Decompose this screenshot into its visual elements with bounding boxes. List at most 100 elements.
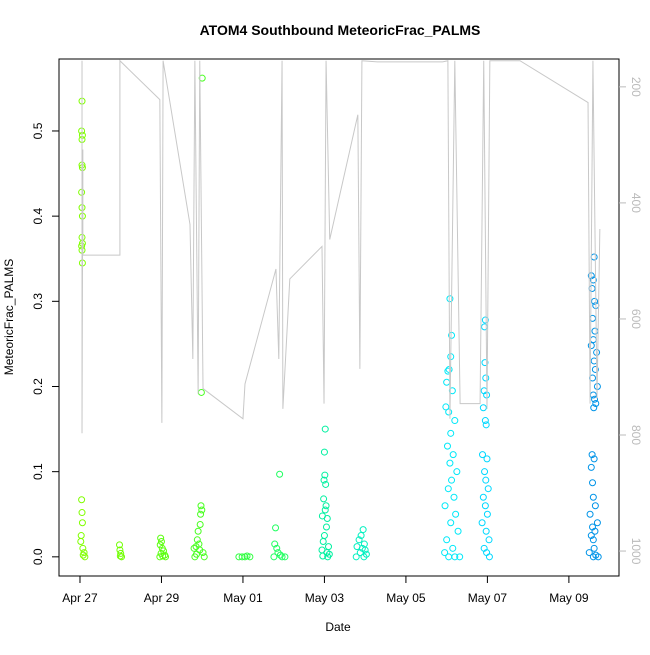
point [481,468,489,476]
point [481,359,489,367]
point [159,552,167,560]
point [587,532,595,540]
chart-title: ATOM4 Southbound MeteoricFrac_PALMS [200,22,481,38]
y2-tick-label: 400 [629,193,643,213]
point [449,544,457,552]
point [156,541,164,549]
point [193,536,201,544]
point [481,316,489,324]
point [442,403,450,411]
point [273,544,281,552]
point [78,519,86,527]
point [590,404,598,412]
point [117,549,125,557]
point [585,549,593,557]
point [448,476,456,484]
point [319,552,327,560]
y-tick-label: 0.2 [31,378,45,395]
point [593,519,601,527]
point [322,480,330,488]
point [591,365,599,373]
point [355,536,363,544]
point [589,553,597,561]
y-tick-label: 0.4 [31,207,45,224]
point [352,553,360,561]
point [116,552,124,560]
point [453,468,461,476]
x-tick-label: May 03 [305,591,345,605]
point [591,395,599,403]
point [238,553,246,561]
point [443,442,451,450]
point [479,451,487,459]
point [485,553,493,561]
point [324,553,332,561]
y2-tick-label: 600 [629,309,643,329]
point [281,553,289,561]
point [443,536,451,544]
point [591,297,599,305]
point [79,551,87,559]
point [157,538,165,546]
point [446,295,454,303]
point [447,519,455,527]
point [197,510,205,518]
point [157,534,165,542]
line [81,59,601,434]
point [322,523,330,531]
x-tick-label: May 07 [468,591,508,605]
point [452,510,460,518]
point [272,524,280,532]
point [454,527,462,535]
point [270,553,278,561]
point [323,515,331,523]
point [441,549,449,557]
point [116,541,124,549]
point [194,527,202,535]
point [451,417,459,425]
point [451,553,459,561]
x-tick-label: Apr 27 [62,591,98,605]
x-tick-label: May 01 [223,591,263,605]
point [271,540,279,548]
point [447,429,455,437]
point [357,532,365,540]
point [441,502,449,510]
y-tick-label: 0.5 [31,122,45,139]
point [198,506,206,514]
point [586,510,594,518]
plot-box [58,58,620,577]
point [483,510,491,518]
point [481,502,489,510]
point [320,476,328,484]
point [320,448,328,456]
point [590,455,598,463]
point [483,455,491,463]
point [320,495,328,503]
point [118,553,126,561]
point [591,502,599,510]
point [191,553,199,561]
y2-tick-label: 1000 [629,538,643,565]
x-tick-label: May 05 [386,591,426,605]
point [322,502,330,510]
point [199,549,207,557]
point [243,552,251,560]
point [162,553,170,561]
point [479,404,487,412]
point [77,538,85,546]
y2-tick-label: 200 [629,77,643,97]
point [592,400,600,408]
point [589,276,597,284]
point [589,536,597,544]
point [481,417,489,425]
point [591,527,599,535]
point [321,506,329,514]
y-tick-label: 0.3 [31,293,45,310]
x-tick-label: May 09 [549,591,589,605]
point [79,544,87,552]
point [594,553,602,561]
point [450,493,458,501]
